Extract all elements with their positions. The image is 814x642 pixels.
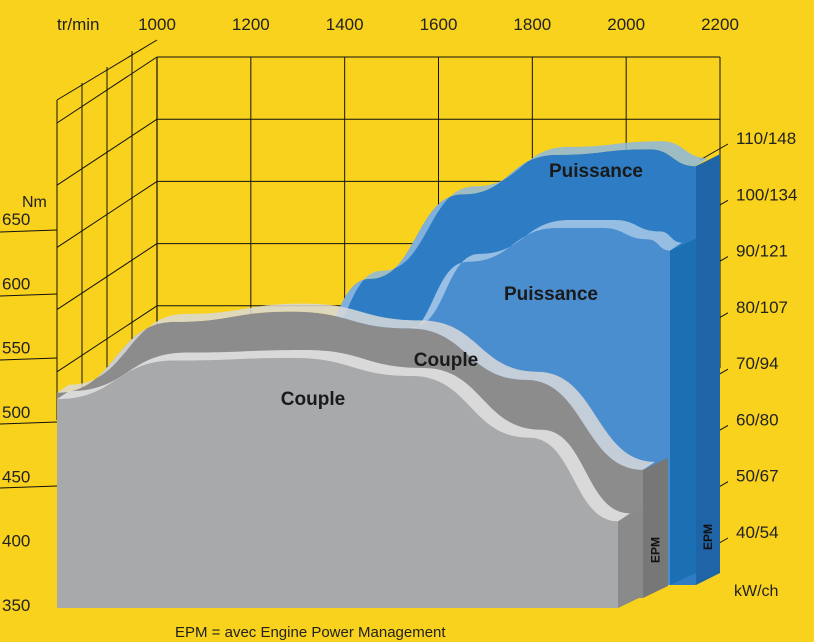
power-tick-label: 100/134 [736,185,797,204]
power-tick-label: 70/94 [736,354,779,373]
grid-line [56,243,158,311]
series-label: Puissance [504,284,598,305]
power-tick-label: 110/148 [736,129,796,148]
grid-line [56,305,158,373]
grid-line [0,357,58,361]
rpm-tick-label: 2000 [607,15,645,34]
power-axis: 40/54 50/67 60/80 70/94 80/107 90/121 100/134 1… [699,129,797,555]
torque-unit-label: Nm [22,194,47,211]
series-label: Couple [281,389,345,410]
grid-line [56,180,158,248]
torque-tick-label: 350 [2,596,30,615]
series-top-face [400,220,682,335]
rpm-tick-label: 1000 [138,15,176,34]
epm-label: EPM [701,524,715,550]
rpm-tick-label: 1600 [420,15,458,34]
grid-line [0,229,58,233]
epm-label: EPM [649,537,663,563]
rpm-tick-label: 1200 [232,15,270,34]
power-unit-label: kW/ch [734,583,778,600]
power-tick-label: 60/80 [736,410,779,429]
series-side-face [670,238,696,586]
rpm-tick-label: 2200 [701,15,739,34]
power-tick-label: 40/54 [736,523,779,542]
torque-tick-label: 500 [2,403,30,422]
series-labels: EPM Puissance Puissance EPM Couple Couple [281,161,715,563]
series-side-face [696,154,720,585]
rpm-tick-label: 1800 [513,15,551,34]
torque-tick-label: 400 [2,532,30,551]
grid-line [0,421,58,425]
torque-tick-label: 650 [2,210,30,229]
grid-line [56,56,158,124]
rpm-unit-label: tr/min [57,15,100,34]
torque-tick-label: 550 [2,339,30,358]
series-area [57,357,618,608]
power-tick-label: 80/107 [736,298,788,317]
series-side-face [643,457,668,598]
rpm-axis: 1000 1200 1400 1600 1800 2000 2200 [138,15,739,34]
rpm-tick-label: 1400 [326,15,364,34]
torque-axis: 350 400 450 500 550 600 650 [2,210,30,615]
series-label: Puissance [549,161,643,182]
series-label: Couple [414,350,478,371]
series-side-face [618,509,643,608]
grid-line [0,293,58,297]
power-tick-label: 90/121 [736,242,788,261]
series-top-face [57,349,630,522]
power-tick-label: 50/67 [736,467,779,486]
grid-line [56,118,158,186]
torque-tick-label: 600 [2,274,30,293]
grid-line [0,485,58,489]
footnote: EPM = avec Engine Power Management [175,624,446,641]
power-tick-mark [699,143,729,161]
grid-line [56,39,158,101]
torque-tick-label: 450 [2,467,30,486]
series-bodies [57,141,720,608]
